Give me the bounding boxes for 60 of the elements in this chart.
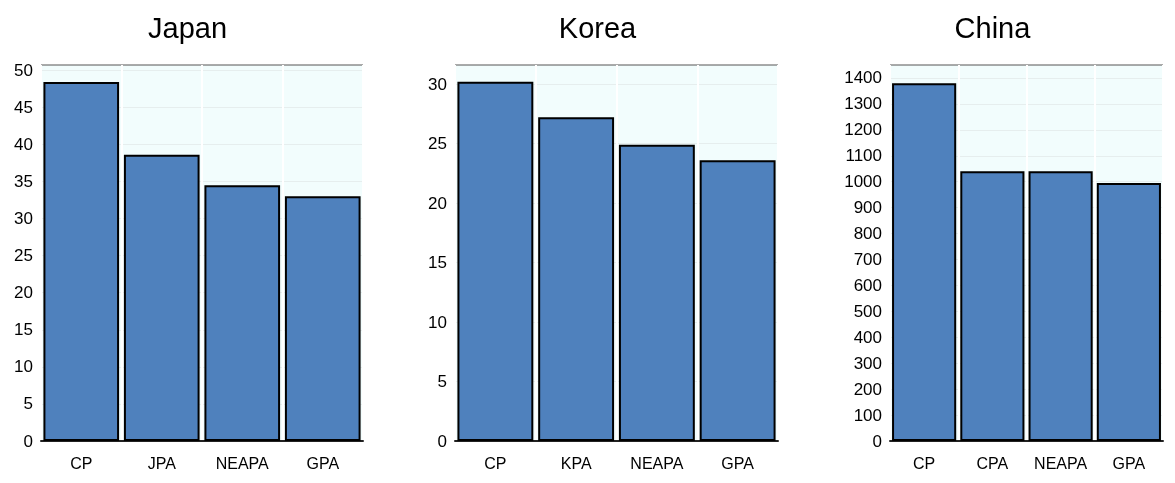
y-tick-label: 500 [853, 301, 882, 321]
y-tick-label: 800 [853, 224, 882, 244]
y-tick-label: 5 [437, 372, 447, 392]
y-tick-label: 300 [853, 353, 882, 373]
bar [618, 144, 695, 441]
x-tick-label: CP [70, 454, 93, 472]
bar [1096, 182, 1161, 441]
bar [960, 171, 1025, 441]
y-tick-label: 400 [853, 327, 882, 347]
y-tick-label: 200 [853, 379, 882, 399]
y-tick-label: 700 [853, 249, 882, 269]
y-tick-label: 900 [853, 198, 882, 218]
bar [123, 154, 200, 441]
x-tick-label: GPA [306, 454, 340, 472]
y-tick-label: 50 [14, 60, 33, 80]
bar [284, 196, 361, 441]
y-tick-label: 30 [428, 74, 447, 94]
bar [43, 82, 120, 441]
bar [457, 81, 534, 441]
bar [538, 117, 615, 441]
y-tick-label: 15 [14, 320, 33, 340]
y-tick-label: 10 [14, 357, 33, 377]
y-tick-label: 5 [23, 394, 33, 414]
x-tick-label: CP [484, 454, 507, 472]
y-tick-label: 1000 [844, 172, 882, 192]
x-tick-label: CPA [976, 454, 1009, 472]
bar [892, 83, 957, 441]
y-tick-label: 15 [428, 253, 447, 273]
y-tick-label: 1100 [845, 146, 882, 166]
y-tick-label: 100 [853, 405, 882, 425]
y-tick-label: 600 [853, 275, 882, 295]
y-tick-label: 25 [428, 134, 447, 154]
chart-title: Japan [147, 11, 228, 44]
y-tick-label: 0 [872, 431, 882, 451]
x-tick-label: GPA [721, 454, 755, 472]
y-tick-label: 1300 [844, 94, 882, 114]
y-tick-label: 25 [14, 246, 33, 266]
x-tick-label: GPA [1112, 454, 1146, 472]
chart-title: China [954, 11, 1032, 44]
bar [1028, 171, 1093, 441]
chart-title: Korea [558, 11, 638, 44]
y-tick-label: 0 [437, 431, 447, 451]
x-tick-label: NEAPA [215, 454, 270, 472]
y-tick-label: 30 [14, 209, 33, 229]
x-tick-label: CP [913, 454, 936, 472]
y-tick-label: 40 [14, 134, 33, 154]
y-tick-label: 20 [428, 193, 447, 213]
y-tick-label: 20 [14, 283, 33, 303]
y-tick-label: 35 [14, 171, 33, 191]
x-tick-label: NEAPA [630, 454, 684, 472]
y-tick-label: 1200 [844, 120, 882, 140]
y-tick-label: 45 [14, 97, 33, 117]
y-tick-label: 1400 [844, 68, 882, 88]
bar [699, 160, 776, 441]
y-tick-label: 10 [428, 312, 447, 332]
x-tick-label: JPA [147, 454, 177, 472]
bar [204, 185, 281, 441]
y-tick-label: 0 [23, 431, 33, 451]
x-tick-label: NEAPA [1034, 454, 1088, 472]
x-tick-label: KPA [560, 454, 592, 472]
